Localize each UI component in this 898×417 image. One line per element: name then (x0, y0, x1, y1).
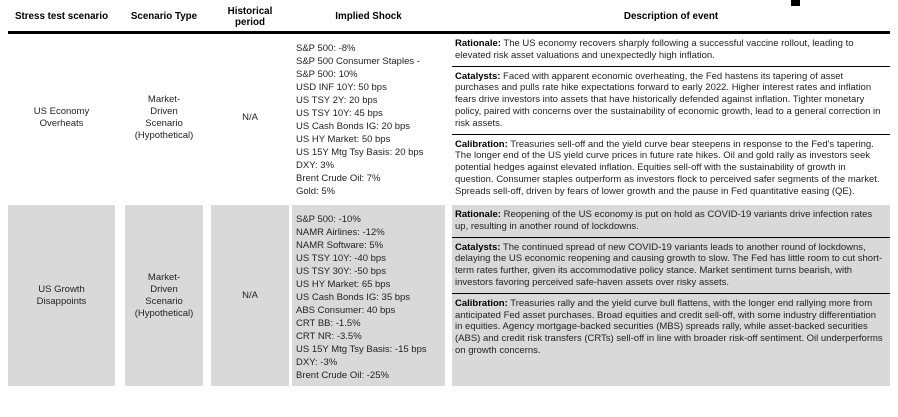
shock-line: US TSY 10Y: 45 bps (296, 108, 383, 119)
implied-shock-cell: S&P 500: -8% S&P 500 Consumer Staples - S&… (292, 34, 445, 202)
column-gap (445, 34, 452, 202)
shock-line: US Cash Bonds IG: 35 bps (296, 292, 411, 303)
catalysts-text: The continued spread of new COVID-19 var… (455, 241, 883, 288)
column-gap (115, 205, 125, 386)
rationale-label: Rationale: (455, 209, 501, 220)
header-implied-shock: Implied Shock (335, 11, 402, 23)
historical-period-cell: N/A (211, 205, 289, 386)
shock-line: US TSY 2Y: 20 bps (296, 95, 378, 106)
scenario-type-cell: Market-Driven Scenario (Hypothetical) (125, 205, 203, 386)
catalysts-section: Catalysts: Faced with apparent economic … (452, 65, 890, 134)
shock-line: DXY: -3% (296, 357, 338, 368)
header-description-of-event: Description of event (623, 11, 719, 23)
shock-line: USD INF 10Y: 50 bps (296, 82, 387, 93)
catalysts-label: Catalysts: (455, 70, 501, 82)
column-gap (203, 205, 211, 386)
shock-line: US Cash Bonds IG: 20 bps (296, 121, 411, 132)
stress-test-table: Stress test scenario Scenario Type Histo… (8, 3, 890, 386)
calibration-label: Calibration: (455, 297, 508, 309)
scenario-type-cell: Market-Driven Scenario (Hypothetical) (134, 94, 194, 141)
rationale-label: Rationale: (455, 38, 501, 49)
column-gap (445, 205, 452, 386)
catalysts-label: Catalysts: (455, 241, 501, 253)
calibration-section: Calibration: Treasuries rally and the yi… (452, 292, 890, 361)
shock-line: CRT BB: -1.5% (296, 318, 361, 329)
table-header-row: Stress test scenario Scenario Type Histo… (8, 3, 890, 34)
catalysts-section: Catalysts: The continued spread of new C… (452, 236, 890, 293)
shock-line: NAMR Software: 5% (296, 240, 384, 251)
table-row-us-growth-disappoints: US Growth Disappoints Market-Driven Scen… (8, 205, 890, 386)
historical-period-cell: N/A (242, 112, 258, 123)
shock-line: S&P 500: -8% (296, 43, 356, 54)
scenario-name-cell: US Economy Overheats (33, 106, 90, 129)
shock-line: S&P 500: 10% (296, 69, 358, 80)
shock-line: Gold: 5% (296, 186, 336, 197)
catalysts-text: Faced with apparent economic overheating… (455, 70, 881, 129)
rationale-section: Rationale: Reopening of the US economy i… (452, 205, 890, 237)
calibration-label: Calibration: (455, 138, 508, 150)
shock-line: S&P 500 Consumer Staples - (296, 56, 420, 67)
shock-line: DXY: 3% (296, 160, 335, 171)
shock-line: Brent Crude Oil: 7% (296, 173, 381, 184)
shock-line: US HY Market: 65 bps (296, 279, 391, 290)
shock-line: US HY Market: 50 bps (296, 134, 391, 145)
shock-line: US 15Y Mtg Tsy Basis: 20 bps (296, 147, 424, 158)
header-stress-test-scenario: Stress test scenario (14, 11, 109, 23)
table-row-us-economy-overheats: US Economy Overheats Market-Driven Scena… (8, 34, 890, 202)
shock-line: US TSY 30Y: -50 bps (296, 266, 386, 277)
corner-artifact-mark (791, 0, 800, 6)
description-cell: Rationale: Reopening of the US economy i… (452, 205, 890, 386)
calibration-text: Treasuries sell-off and the yield curve … (455, 138, 880, 197)
scenario-name-cell: US Growth Disappoints (8, 205, 115, 386)
shock-line: Brent Crude Oil: -25% (296, 370, 389, 381)
shock-line: CRT NR: -3.5% (296, 331, 362, 342)
shock-line: US 15Y Mtg Tsy Basis: -15 bps (296, 344, 427, 355)
column-gap (115, 34, 125, 202)
shock-line: ABS Consumer: 40 bps (296, 305, 396, 316)
header-historical-period: Historical period (227, 5, 273, 29)
shock-line: US TSY 10Y: -40 bps (296, 253, 386, 264)
rationale-text: The US economy recovers sharply followin… (455, 38, 854, 61)
calibration-section: Calibration: Treasuries sell-off and the… (452, 133, 890, 202)
shock-line: NAMR Airlines: -12% (296, 227, 385, 238)
shock-line: S&P 500: -10% (296, 214, 361, 225)
rationale-section: Rationale: The US economy recovers sharp… (452, 34, 890, 66)
column-gap (203, 34, 211, 202)
header-scenario-type: Scenario Type (130, 11, 198, 23)
description-cell: Rationale: The US economy recovers sharp… (452, 34, 890, 202)
calibration-text: Treasuries rally and the yield curve bul… (455, 297, 883, 356)
rationale-text: Reopening of the US economy is put on ho… (455, 209, 873, 232)
implied-shock-cell: S&P 500: -10% NAMR Airlines: -12% NAMR Sof… (292, 205, 445, 386)
